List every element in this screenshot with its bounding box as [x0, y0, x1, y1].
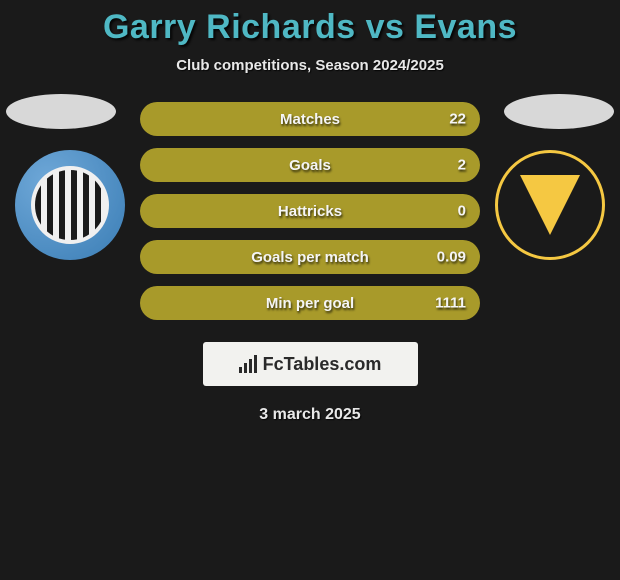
player2-club-badge	[495, 150, 605, 260]
stat-label: Matches	[280, 111, 340, 128]
stat-value-p2: 1111	[435, 295, 466, 312]
stat-bar: Goals 2	[140, 148, 480, 182]
stat-label: Min per goal	[266, 295, 354, 312]
comparison-subtitle: Club competitions, Season 2024/2025	[176, 57, 444, 74]
gillingham-crest-icon	[31, 166, 109, 244]
player1-avatar-placeholder	[6, 94, 116, 129]
stat-bar: Hattricks 0	[140, 194, 480, 228]
stat-value-p2: 22	[449, 111, 466, 128]
stat-label: Hattricks	[278, 203, 342, 220]
fctables-branding: FcTables.com	[203, 342, 418, 386]
stat-value-p2: 0.09	[437, 249, 466, 266]
newport-crest-icon	[520, 175, 580, 235]
player2-avatar-placeholder	[504, 94, 614, 129]
stat-label: Goals per match	[251, 249, 369, 266]
stats-list: Matches 22 Goals 2 Hattricks 0 Goals per match…	[140, 102, 480, 320]
player1-club-badge	[15, 150, 125, 260]
stat-bar: Min per goal 1111	[140, 286, 480, 320]
stat-value-p2: 0	[458, 203, 466, 220]
bar-chart-icon	[239, 355, 257, 373]
branding-label: FcTables.com	[263, 354, 382, 375]
stat-bar: Goals per match 0.09	[140, 240, 480, 274]
comparison-date: 3 march 2025	[259, 406, 360, 424]
stat-value-p2: 2	[458, 157, 466, 174]
stat-label: Goals	[289, 157, 331, 174]
comparison-title: Garry Richards vs Evans	[103, 8, 517, 47]
stat-bar: Matches 22	[140, 102, 480, 136]
stats-area: Matches 22 Goals 2 Hattricks 0 Goals per match…	[0, 102, 620, 320]
